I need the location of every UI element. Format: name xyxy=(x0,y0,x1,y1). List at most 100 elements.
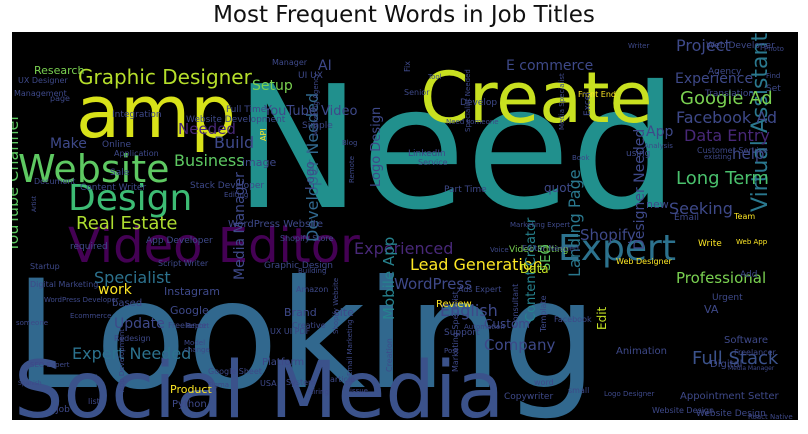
word-setup: Setup xyxy=(252,78,293,94)
word-work: work xyxy=(98,282,133,298)
word-looking: Looking xyxy=(14,249,597,420)
word-specialist-needed: Specialist Needed xyxy=(464,69,472,132)
word-create: Create xyxy=(420,57,653,139)
word-linkedin: LinkedIn xyxy=(408,149,446,159)
word-marketing-agency: Marketing Agency xyxy=(312,73,320,136)
word-facebook: Facebook xyxy=(554,315,592,324)
word-copywriter: Copywriter xyxy=(504,392,553,402)
word-content-writer: Content Writer xyxy=(80,183,146,193)
word-video-editor: Video Editor xyxy=(68,218,360,274)
word-service: Service xyxy=(418,158,448,167)
word-content-creator: Content Creator xyxy=(524,217,539,322)
word-professional: Professional xyxy=(676,269,766,287)
word-online: Online xyxy=(102,140,131,150)
word-app-development: App Development xyxy=(118,329,126,392)
word-book: Book xyxy=(572,154,590,162)
word-company: Company xyxy=(484,336,555,354)
word-set: Set xyxy=(766,84,781,94)
word-project: Project xyxy=(676,36,731,55)
word-need-someone: Need someone xyxy=(446,118,499,126)
word-remote: Remote xyxy=(348,156,356,183)
word-support: Support xyxy=(444,328,480,338)
word-need: Need xyxy=(234,50,678,248)
word-amazon: Amazon xyxy=(296,285,328,294)
word-application: Application xyxy=(114,149,159,158)
word-photo: Photo xyxy=(764,45,784,53)
word-add: Add xyxy=(740,270,757,280)
word-platform: Platform xyxy=(262,357,304,368)
word-data-entry: Data Entry xyxy=(684,126,770,145)
word-va: VA xyxy=(704,303,719,316)
word-instagram: Instagram xyxy=(164,285,220,298)
word-quot: quot xyxy=(544,181,572,195)
word-email: Email xyxy=(674,213,699,223)
word-develop: Develop xyxy=(460,98,497,108)
word-front-end: Front End xyxy=(578,90,616,99)
word-ai: AI xyxy=(318,58,332,74)
word-facebook-ad: Facebook Ad xyxy=(676,108,777,127)
word-graphic-designer: Graphic Designer xyxy=(78,65,253,89)
word-lead-generation: Lead Generation xyxy=(410,255,543,274)
word-software: Software xyxy=(724,335,768,346)
word-digital: Digital xyxy=(710,359,742,370)
word-excel: Excel xyxy=(583,92,593,116)
word-wordpress-website: WordPress Website xyxy=(228,219,323,230)
word-shopify: Shopify xyxy=(580,226,636,244)
word-article: article xyxy=(330,375,355,384)
word-senior: Senior xyxy=(404,88,430,97)
word-editor-needed: Editor Needed xyxy=(522,244,579,253)
word-creation: Creation xyxy=(385,338,394,372)
word-ecommerce: Ecommerce xyxy=(70,312,111,320)
word-update: Update xyxy=(114,316,165,332)
word-web-designer: Web Designer xyxy=(616,257,673,266)
word-google-ad: Google Ad xyxy=(680,88,773,109)
word-management: Management xyxy=(14,89,67,98)
word-freelance: Freelance xyxy=(168,321,207,330)
word-landing-page: Landing Page xyxy=(565,169,584,277)
word-logo: Logo xyxy=(303,161,317,190)
word-design: Design xyxy=(68,178,192,219)
word-usa: USA xyxy=(260,379,277,388)
word-shopify-store: Shopify Store xyxy=(280,234,334,243)
word-customer-service: Customer Service xyxy=(697,146,768,155)
word-artist: Artist xyxy=(31,195,38,212)
word-redesign: Redesign xyxy=(114,334,151,343)
word-python: Python xyxy=(172,399,207,410)
word-new: new xyxy=(646,198,669,211)
word-issue: issue xyxy=(350,387,368,395)
word-integration: Integration xyxy=(112,110,162,120)
word-edit: Edit xyxy=(595,306,609,330)
word-web-app: Web App xyxy=(736,238,768,246)
word-hiring: Hiring xyxy=(308,388,329,396)
word-post: Post xyxy=(444,347,459,355)
word-expert: Expert xyxy=(558,228,676,269)
word-api: API xyxy=(259,128,268,141)
word-image: image xyxy=(242,156,276,169)
word-small: small xyxy=(568,386,589,395)
word-spanish: Spanish xyxy=(18,380,42,387)
word-youtube-channel: YouTube Channel xyxy=(12,116,22,253)
word-website: Website xyxy=(18,147,169,191)
word-figma: Figma xyxy=(208,381,229,389)
word-seo: SEO xyxy=(539,244,554,271)
word-report: Report xyxy=(186,322,209,330)
word-media-specialist: Media Specialist xyxy=(558,73,566,130)
word-brand: Brand xyxy=(284,306,317,319)
word-required: required xyxy=(70,242,108,252)
word-make: Make xyxy=(50,136,87,152)
word-ads-expert: Ads Expert xyxy=(458,285,501,294)
word-urgent: Urgent xyxy=(712,293,743,303)
word-script-writer: Script Writer xyxy=(158,259,209,268)
word-english: English xyxy=(440,301,498,320)
word-e-commerce: E commerce xyxy=(506,58,593,74)
word-startup: Startup xyxy=(30,262,60,271)
word-agency: Agency xyxy=(708,67,742,77)
word-model: Model xyxy=(184,339,205,347)
word-automation: Automation xyxy=(464,323,505,331)
word-system: System xyxy=(286,378,316,387)
word-long-term: Long Term xyxy=(676,168,769,189)
word-sale: Sale xyxy=(110,168,130,178)
word-specialist: Specialist xyxy=(94,268,171,287)
word-cloud-panel: Looking Need Social Media Create amp Video Ed… xyxy=(12,32,798,420)
